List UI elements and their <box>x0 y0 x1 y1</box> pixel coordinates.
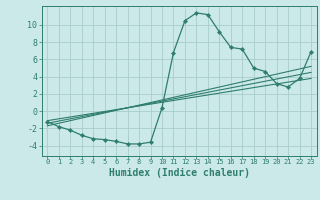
X-axis label: Humidex (Indice chaleur): Humidex (Indice chaleur) <box>109 168 250 178</box>
